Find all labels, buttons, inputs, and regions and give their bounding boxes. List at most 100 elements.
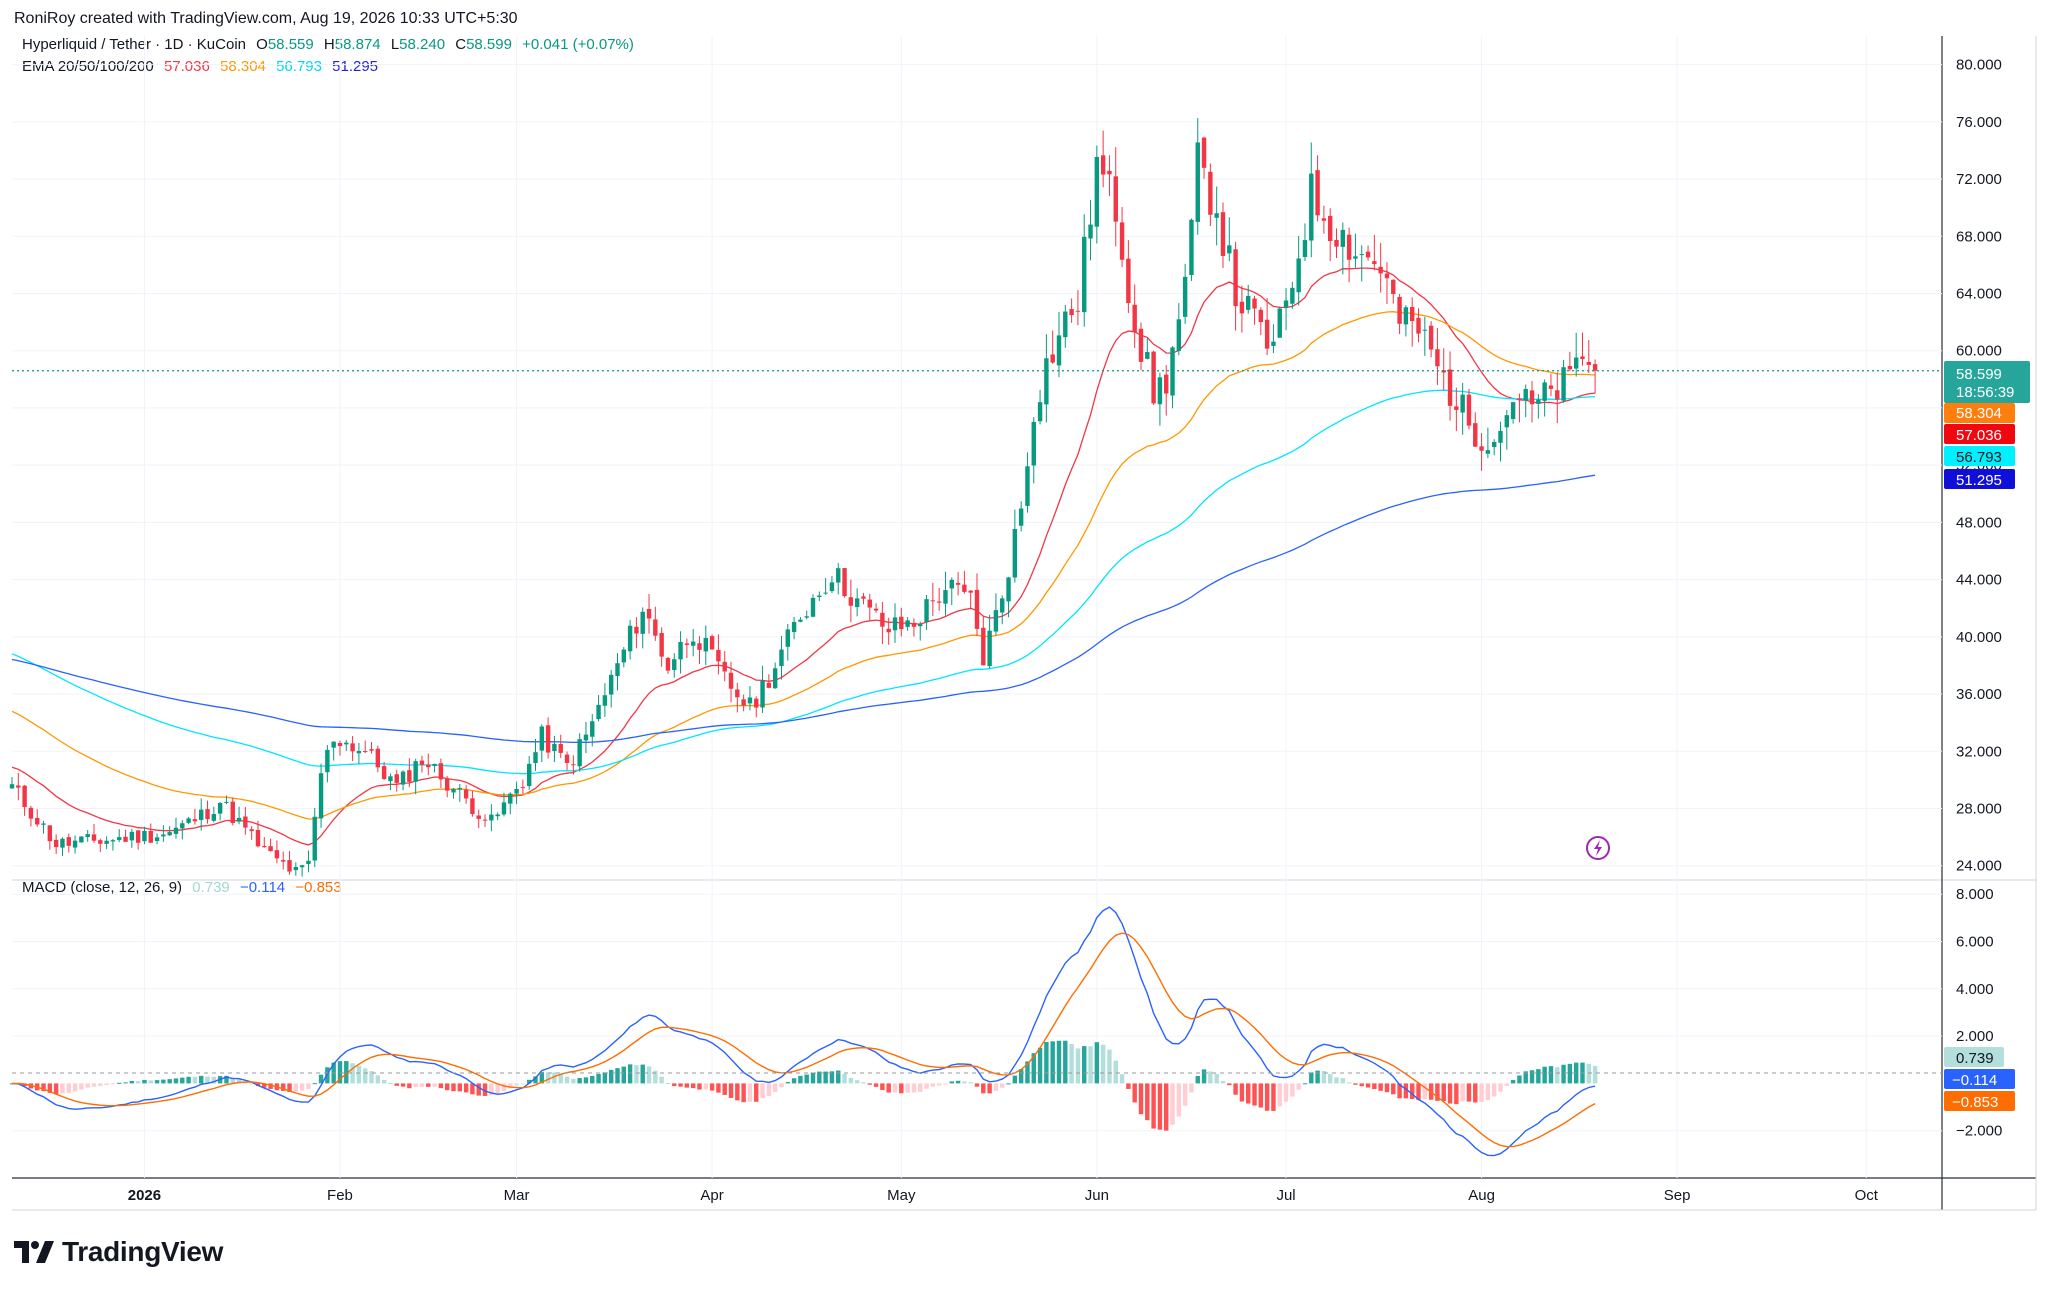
time-tick-label: Mar	[504, 1187, 530, 1204]
macd-signal-tag[interactable]: −0.853	[1944, 1091, 2015, 1111]
candle-body	[627, 625, 633, 652]
macd-histogram-bar	[293, 1083, 299, 1092]
candle-body	[110, 840, 116, 842]
candle-body	[413, 761, 418, 782]
macd-hist-tag[interactable]: 0.739	[1944, 1047, 2004, 1067]
candle-body	[1264, 319, 1270, 349]
ema20-price-tag[interactable]: 57.036	[1944, 424, 2015, 444]
candle-body	[1460, 394, 1465, 413]
candle-body	[709, 636, 715, 650]
ema200-price-tag[interactable]: 51.295	[1944, 469, 2015, 489]
ema50-tag-value: 58.304	[1956, 405, 2002, 422]
candle-body	[602, 695, 608, 706]
candle-body	[186, 818, 191, 823]
candle-body	[426, 764, 431, 768]
macd-histogram-bar	[608, 1069, 614, 1084]
candle-body	[766, 682, 772, 688]
candle-body	[1138, 328, 1144, 362]
candle-body	[1258, 309, 1264, 323]
candle-body	[306, 860, 311, 864]
macd-tick-label: 2.000	[1956, 1028, 1994, 1045]
macd-histogram-bar	[142, 1079, 147, 1084]
macd-histogram-bar	[873, 1083, 879, 1087]
macd-histogram-bar	[1561, 1064, 1566, 1084]
macd-histogram-bar	[1214, 1073, 1219, 1084]
last-price-tag[interactable]: 58.599 18:56:39	[1944, 361, 2030, 403]
macd-histogram-bar	[495, 1083, 500, 1094]
macd-histogram-bar	[470, 1083, 475, 1095]
macd-histogram-bar	[810, 1072, 816, 1084]
candle-body	[180, 823, 185, 829]
candle-body	[1523, 388, 1528, 401]
lightning-event-icon[interactable]	[1586, 836, 1610, 860]
candle-body	[1365, 251, 1371, 258]
macd-histogram-bar	[817, 1071, 822, 1084]
ema-legend-label[interactable]: EMA 20/50/100/200	[22, 58, 154, 75]
price-axis[interactable]: 24.000 28.000 32.000 36.000 40.000 44.000 48.0…	[1956, 57, 2002, 1140]
candle-body	[1100, 155, 1106, 175]
candle-body	[325, 749, 330, 773]
candle-body	[243, 816, 248, 828]
macd-histogram-bar	[451, 1083, 456, 1092]
candle-body	[362, 751, 368, 753]
candle-body	[760, 680, 765, 708]
candle-body	[697, 643, 702, 650]
macd-histogram-bar	[1391, 1083, 1396, 1095]
macd-pane	[9, 906, 1598, 1157]
macd-histogram-bar	[918, 1083, 923, 1093]
candle-body	[1252, 298, 1257, 309]
price-tick-label: 68.000	[1956, 228, 2002, 245]
macd-histogram-bar	[1239, 1083, 1245, 1102]
ema200-tag-value: 51.295	[1956, 472, 2002, 489]
macd-histogram-bar	[1353, 1083, 1358, 1085]
candle-body	[621, 649, 627, 663]
macd-line-tag[interactable]: −0.114	[1944, 1069, 2015, 1089]
time-tick-label: Apr	[700, 1187, 723, 1204]
candle-body	[85, 834, 90, 838]
candle-body	[798, 619, 803, 622]
macd-histogram-bar	[798, 1075, 803, 1084]
ema100-price-tag[interactable]: 56.793	[1944, 446, 2015, 466]
macd-histogram-bar	[1050, 1041, 1055, 1084]
candle-body	[1094, 156, 1100, 227]
macd-histogram-bar	[1201, 1069, 1207, 1084]
macd-histogram-bar	[955, 1080, 961, 1084]
macd-histogram-bar	[526, 1079, 532, 1084]
macd-histogram-bar	[539, 1071, 545, 1084]
macd-histogram-bar	[968, 1082, 973, 1084]
candle-body	[836, 568, 841, 583]
macd-histogram-bar	[1460, 1083, 1465, 1102]
candle-body	[829, 582, 835, 592]
symbol-title[interactable]: Hyperliquid / Tether · 1D · KuCoin	[22, 36, 246, 53]
candle-body	[1573, 357, 1579, 369]
candle-body	[41, 823, 46, 825]
macd-histogram-bar	[476, 1083, 481, 1096]
macd-legend-label[interactable]: MACD (close, 12, 26, 9)	[22, 879, 183, 896]
change-value: +0.041 (+0.07%)	[522, 36, 634, 53]
candle-body	[1214, 213, 1219, 218]
macd-histogram-bar	[1384, 1083, 1390, 1093]
candle-body	[1542, 382, 1547, 401]
candle-body	[35, 818, 40, 825]
candle-body	[1485, 450, 1491, 454]
candle-body	[634, 626, 639, 634]
candle-body	[640, 611, 645, 634]
tradingview-logo[interactable]: TradingView	[14, 1236, 223, 1268]
ema50-line	[11, 311, 1596, 820]
macd-histogram-bar	[129, 1080, 135, 1084]
candle-body	[1372, 261, 1377, 265]
macd-histogram-bar	[110, 1083, 116, 1085]
ema50-price-tag[interactable]: 58.304	[1944, 403, 2015, 423]
candle-body	[91, 834, 97, 841]
macd-histogram-bar	[1189, 1083, 1194, 1093]
candle-body	[703, 637, 708, 652]
macd-histogram-bar	[98, 1083, 103, 1087]
candle-body	[1271, 341, 1276, 346]
time-axis[interactable]: 2026 Feb Mar Apr May Jun Jul Aug Sep Oct	[128, 1187, 1879, 1204]
macd-histogram-bar	[463, 1083, 469, 1093]
candle-body	[1050, 354, 1055, 363]
ema200-line	[11, 474, 1596, 744]
candle-body	[268, 846, 273, 852]
macd-histogram-bar	[489, 1083, 494, 1095]
